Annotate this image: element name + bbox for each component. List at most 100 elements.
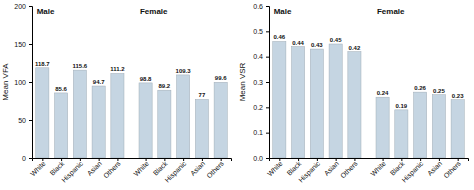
tick: 0.6 <box>253 3 269 10</box>
tick-label: 0.2 <box>253 104 263 111</box>
axis-line <box>266 7 270 159</box>
tick: 50 <box>18 117 32 124</box>
tick-label: Hispanic <box>297 159 322 184</box>
tick-mark <box>266 6 269 7</box>
x-axis: WhiteBlackHispanicAsianOthersWhiteBlackH… <box>29 158 231 184</box>
x-axis: WhiteBlackHispanicAsianOthersWhiteBlackH… <box>266 158 468 184</box>
data-label: 0.23 <box>452 93 464 99</box>
tick-label: Asian <box>426 160 443 177</box>
tick: 0.4 <box>253 53 269 60</box>
data-label: 0.44 <box>292 40 304 46</box>
data-label: 85.6 <box>55 86 67 92</box>
data-label: 99.6 <box>215 75 227 81</box>
tick-label: 100 <box>14 79 26 86</box>
bar <box>36 68 49 158</box>
tick: Hispanic <box>401 158 426 184</box>
tick-label: 0 <box>22 155 26 162</box>
tick-label: Black <box>285 159 302 176</box>
group-label: Female <box>377 7 405 16</box>
data-label: 109.3 <box>176 68 192 74</box>
data-label: 0.24 <box>377 90 389 96</box>
tick: 100 <box>14 79 32 86</box>
tick: White <box>266 158 284 177</box>
data-labels: 118.785.6115.694.7111.298.889.2109.37799… <box>35 61 227 99</box>
panel: 050100150200WhiteBlackHispanicAsianOther… <box>1 3 232 185</box>
tick: Asian <box>426 158 443 177</box>
tick-mark <box>29 120 32 121</box>
axis-line <box>29 7 33 159</box>
bar <box>214 82 227 158</box>
data-label: 94.7 <box>93 79 105 85</box>
bar <box>73 70 86 158</box>
tick-mark <box>29 82 32 83</box>
tick-label: Hispanic <box>60 159 85 184</box>
bar <box>310 49 323 158</box>
tick: 0.1 <box>253 129 269 136</box>
data-label: 111.2 <box>110 66 125 72</box>
tick: Asian <box>86 158 103 177</box>
tick-label: 0.3 <box>253 79 263 86</box>
tick: Hispanic <box>60 158 85 184</box>
tick: Asian <box>189 158 206 177</box>
group-label: Male <box>37 7 55 16</box>
tick-label: White <box>266 160 284 178</box>
bar <box>177 75 190 158</box>
tick: 200 <box>14 3 32 10</box>
tick-label: White <box>29 160 47 178</box>
bar <box>139 83 152 158</box>
data-label: 77 <box>199 92 206 98</box>
tick-label: Asian <box>189 160 206 177</box>
bar <box>329 44 342 158</box>
tick-label: 0.0 <box>253 155 263 162</box>
tick-label: 150 <box>14 41 26 48</box>
tick: 0.3 <box>253 79 269 86</box>
tick: 0.0 <box>253 155 269 162</box>
tick-label: Black <box>389 159 406 176</box>
data-label: 0.25 <box>433 88 445 94</box>
tick-label: Hispanic <box>164 159 189 184</box>
data-label: 0.45 <box>330 37 342 43</box>
data-label: 0.19 <box>396 103 408 109</box>
tick: White <box>132 158 150 177</box>
tick-label: White <box>132 160 150 178</box>
tick-label: 200 <box>14 3 26 10</box>
bar <box>195 99 208 158</box>
bars <box>273 41 464 158</box>
tick: Others <box>205 158 225 180</box>
group-label: Female <box>140 7 168 16</box>
tick: 0.2 <box>253 104 269 111</box>
tick: Hispanic <box>164 158 189 184</box>
bar <box>55 93 68 158</box>
data-label: 0.42 <box>349 45 361 51</box>
bar <box>273 41 286 158</box>
tick-mark <box>266 158 269 159</box>
tick-label: White <box>369 160 387 178</box>
tick-label: 0.5 <box>253 28 263 35</box>
tick-label: Others <box>205 159 225 179</box>
panel: 0.00.10.20.30.40.50.6WhiteBlackHispanicA… <box>238 3 469 185</box>
data-labels: 0.460.440.430.450.420.240.190.260.250.23 <box>273 34 464 108</box>
tick: Others <box>442 158 462 180</box>
data-label: 118.7 <box>35 61 50 67</box>
tick-label: 0.1 <box>253 129 263 136</box>
annotations: MaleFemale <box>274 7 405 16</box>
tick-mark <box>29 44 32 45</box>
tick: Black <box>48 158 65 177</box>
tick-label: Asian <box>323 160 340 177</box>
tick: Black <box>389 158 406 177</box>
data-label: 0.26 <box>414 85 426 91</box>
tick-mark <box>266 82 269 83</box>
tick-label: Hispanic <box>401 159 426 184</box>
tick-label: Asian <box>86 160 103 177</box>
bar <box>451 100 464 158</box>
tick-mark <box>266 107 269 108</box>
tick-mark <box>29 158 32 159</box>
tick: Black <box>285 158 302 177</box>
bar <box>395 110 408 158</box>
tick: White <box>29 158 47 177</box>
bar <box>376 97 389 158</box>
tick: 0.5 <box>253 28 269 35</box>
tick-label: 0.4 <box>253 53 263 60</box>
tick: Others <box>339 158 359 180</box>
tick: White <box>369 158 387 177</box>
